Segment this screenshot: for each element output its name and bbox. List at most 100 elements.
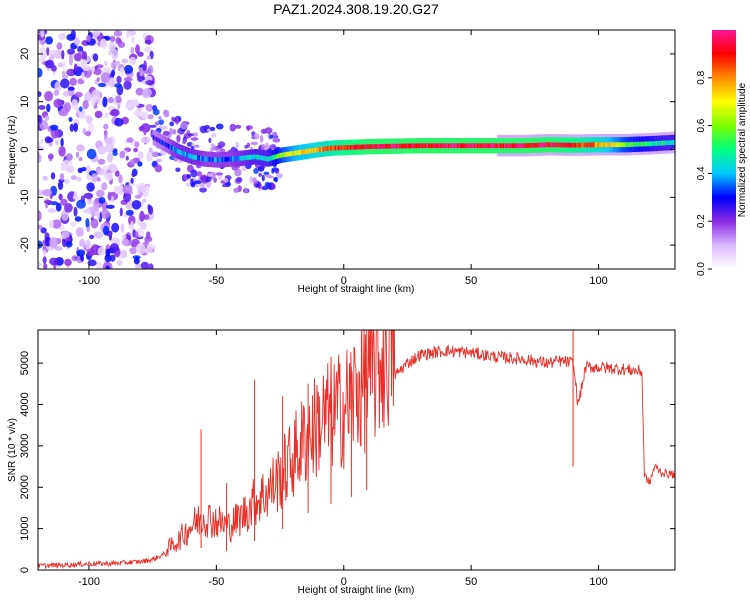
spectral-noise-blob (98, 197, 106, 204)
spectral-ridge-core (239, 155, 243, 161)
spectral-ridge-core (330, 145, 333, 151)
spectral-noise-blob (51, 219, 62, 229)
spectral-noise-blob (117, 104, 121, 110)
spectral-noise-blob (74, 91, 83, 98)
spectral-scatter-blob (186, 130, 190, 134)
spectral-ridge-core (476, 143, 480, 149)
spectral-ridge-core (541, 142, 544, 148)
spectral-ridge-core (317, 147, 321, 152)
spectral-noise-blob (99, 38, 108, 49)
spectral-ridge-core (172, 146, 176, 152)
spectral-ridge-core (195, 155, 199, 160)
spectral-ridge-core (397, 143, 400, 149)
spectral-noise-blob (76, 144, 85, 152)
spectrogram-x-label: Height of straight line (km) (298, 284, 415, 295)
spectral-scatter-blob (273, 177, 277, 182)
spectral-ridge-core (516, 143, 520, 149)
spectral-ridge-core (282, 152, 286, 158)
spectral-ridge-core (617, 142, 620, 148)
spectral-ridge-core (333, 145, 336, 151)
spectral-noise-blob (81, 71, 85, 81)
spectral-ridge-core (276, 153, 280, 159)
spectral-noise-blob (121, 58, 128, 64)
spectral-ridge-core (371, 144, 374, 149)
spectral-ridge-core (171, 145, 174, 151)
spectral-noise-blob (40, 138, 44, 144)
spectral-noise-blob (101, 182, 108, 191)
spectral-scatter-blob (199, 125, 208, 134)
spectral-ridge-core (308, 148, 312, 154)
spectral-noise-blob (137, 161, 143, 167)
spectral-noise-blob (48, 49, 58, 56)
spectral-noise-blob (97, 82, 106, 88)
spectral-ridge-core (169, 144, 173, 150)
spectral-ridge-core (161, 140, 165, 146)
spectral-noise-blob (85, 239, 91, 250)
spectral-ridge-core (456, 143, 460, 149)
spectral-ridge-core (588, 142, 591, 148)
spectral-ridge-core (628, 142, 631, 147)
spectral-noise-blob (97, 247, 106, 256)
spectral-noise-blob (73, 63, 78, 73)
spectral-ridge-core (443, 143, 446, 149)
spectral-ridge-core (388, 143, 391, 149)
spectral-noise-blob (109, 35, 116, 43)
spectral-scatter-blob (274, 167, 280, 174)
spectral-scatter-blob (156, 158, 163, 163)
spectral-noise-blob (119, 181, 123, 193)
spectral-noise-blob (105, 265, 111, 269)
spectral-ridge-core (631, 142, 634, 147)
spectral-ridge-core (638, 141, 642, 147)
spectral-ridge-core (599, 142, 602, 148)
spectral-ridge-core (426, 143, 429, 149)
spectral-noise-blob (64, 203, 73, 213)
spectral-ridge-core (334, 145, 338, 151)
spectral-scatter-blob (277, 173, 283, 180)
spectrogram-y-label: Frequency (Hz) (7, 116, 18, 185)
spectral-ridge-core (620, 142, 624, 148)
spectral-ridge-core (351, 144, 354, 150)
spectral-scatter-blob (271, 183, 276, 190)
spectral-noise-blob (70, 221, 77, 228)
spectral-scatter-blob (158, 116, 162, 120)
spectral-scatter-blob (236, 176, 243, 183)
spectral-ridge-core (232, 156, 235, 162)
spectral-ridge-core (336, 145, 339, 151)
spectral-noise-blob (96, 77, 100, 82)
spectral-ridge-core (467, 143, 471, 149)
spectral-scatter-blob (235, 141, 239, 150)
spectral-ridge-core (348, 145, 351, 150)
spectral-noise-blob (79, 113, 88, 120)
spectral-ridge-core (389, 143, 393, 149)
spectral-ridge-core (432, 143, 435, 149)
spectral-noise-blob (96, 261, 102, 269)
spectral-ridge-core (458, 143, 461, 149)
spectral-scatter-blob (185, 182, 191, 187)
spectral-noise-blob (64, 178, 70, 185)
spectral-ridge-core (463, 143, 466, 149)
spectral-scatter-blob (269, 134, 274, 139)
spectral-ridge-core (212, 157, 215, 163)
spectral-noise-blob (74, 37, 80, 46)
spectral-noise-blob (97, 158, 106, 165)
spectral-noise-blob (50, 201, 58, 206)
y-tick-label: -20 (19, 237, 31, 253)
spectral-noise-blob (134, 141, 140, 148)
spectral-noise-blob (62, 159, 73, 167)
spectral-ridge-core (287, 151, 290, 157)
spectral-ridge-core (250, 154, 254, 160)
spectral-noise-blob (145, 103, 154, 112)
spectral-ridge-core (655, 141, 659, 146)
spectral-scatter-blob (193, 144, 200, 148)
spectral-scatter-blob (208, 137, 212, 144)
spectral-ridge-core (296, 150, 299, 156)
spectral-scatter-blob (263, 171, 270, 175)
colorbar-label: Normalized spectral amplitude (737, 82, 748, 217)
spectral-noise-blob (107, 97, 115, 104)
spectral-scatter-blob (187, 133, 195, 137)
spectral-ridge-core (623, 142, 627, 148)
spectral-noise-blob (43, 199, 53, 204)
spectral-ridge-core (235, 156, 238, 161)
spectral-ridge-core (215, 157, 218, 163)
